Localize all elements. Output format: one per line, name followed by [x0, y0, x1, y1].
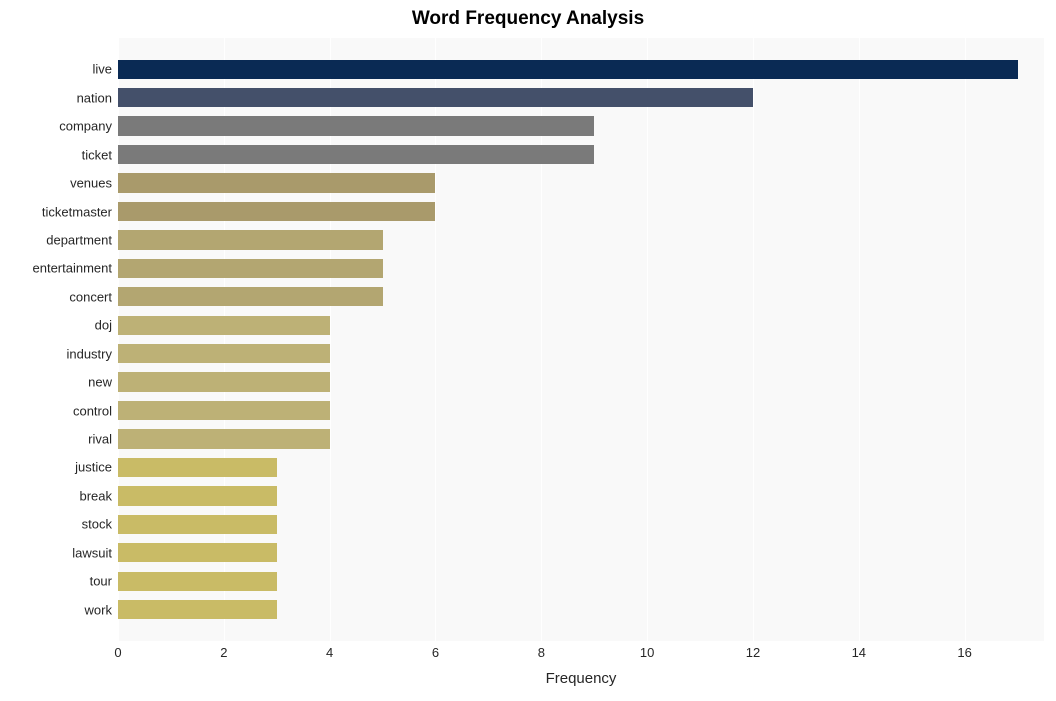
bar — [118, 572, 277, 591]
bar-row: nation — [118, 84, 1044, 112]
bar-row: stock — [118, 510, 1044, 538]
bar-row: rival — [118, 425, 1044, 453]
x-tick: 4 — [326, 645, 333, 660]
y-tick-label: nation — [77, 91, 112, 104]
plot-area: livenationcompanyticketvenuesticketmaste… — [118, 38, 1044, 641]
x-tick: 6 — [432, 645, 439, 660]
bar-row: work — [118, 595, 1044, 623]
y-tick-label: live — [92, 63, 112, 76]
word-frequency-chart: Word Frequency Analysis livenationcompan… — [0, 0, 1056, 701]
y-tick-label: company — [59, 120, 112, 133]
x-tick: 0 — [114, 645, 121, 660]
y-tick-label: department — [46, 233, 112, 246]
y-tick-label: concert — [69, 290, 112, 303]
bar-row: break — [118, 482, 1044, 510]
bar — [118, 259, 383, 278]
bar-row: industry — [118, 340, 1044, 368]
x-tick: 16 — [957, 645, 971, 660]
bar — [118, 230, 383, 249]
bar-row: ticket — [118, 140, 1044, 168]
y-tick-label: control — [73, 404, 112, 417]
y-tick-label: venues — [70, 177, 112, 190]
bar — [118, 372, 330, 391]
bar — [118, 316, 330, 335]
x-tick: 8 — [538, 645, 545, 660]
y-tick-label: work — [85, 603, 112, 616]
bar — [118, 202, 435, 221]
bar — [118, 60, 1018, 79]
bar — [118, 600, 277, 619]
bar-row: venues — [118, 169, 1044, 197]
y-tick-label: doj — [95, 319, 112, 332]
bar — [118, 486, 277, 505]
bar — [118, 88, 753, 107]
bar — [118, 173, 435, 192]
y-tick-label: stock — [82, 518, 112, 531]
bar — [118, 515, 277, 534]
bar-row: department — [118, 226, 1044, 254]
y-tick-label: entertainment — [33, 262, 113, 275]
bar — [118, 458, 277, 477]
bar — [118, 145, 594, 164]
x-tick: 10 — [640, 645, 654, 660]
bar — [118, 344, 330, 363]
bar-row: tour — [118, 567, 1044, 595]
y-tick-label: rival — [88, 433, 112, 446]
bar-row: ticketmaster — [118, 197, 1044, 225]
y-tick-label: lawsuit — [72, 546, 112, 559]
bar — [118, 116, 594, 135]
bar-row: concert — [118, 283, 1044, 311]
bar-row: live — [118, 55, 1044, 83]
y-tick-label: break — [79, 489, 112, 502]
y-tick-label: tour — [90, 575, 112, 588]
bar — [118, 287, 383, 306]
bar — [118, 543, 277, 562]
bar-row: new — [118, 368, 1044, 396]
x-axis: 0246810121416 — [118, 641, 1044, 661]
x-tick: 14 — [852, 645, 866, 660]
bar-row: entertainment — [118, 254, 1044, 282]
y-tick-label: ticket — [82, 148, 112, 161]
x-axis-label: Frequency — [118, 670, 1044, 687]
bar-row: company — [118, 112, 1044, 140]
y-tick-label: new — [88, 376, 112, 389]
bar — [118, 401, 330, 420]
bar-row: lawsuit — [118, 539, 1044, 567]
bar-row: control — [118, 396, 1044, 424]
y-tick-label: industry — [66, 347, 112, 360]
bar-row: justice — [118, 453, 1044, 481]
x-tick: 12 — [746, 645, 760, 660]
x-tick: 2 — [220, 645, 227, 660]
y-tick-label: ticketmaster — [42, 205, 112, 218]
y-tick-label: justice — [75, 461, 112, 474]
chart-title: Word Frequency Analysis — [0, 8, 1056, 30]
bar — [118, 429, 330, 448]
bar-row: doj — [118, 311, 1044, 339]
